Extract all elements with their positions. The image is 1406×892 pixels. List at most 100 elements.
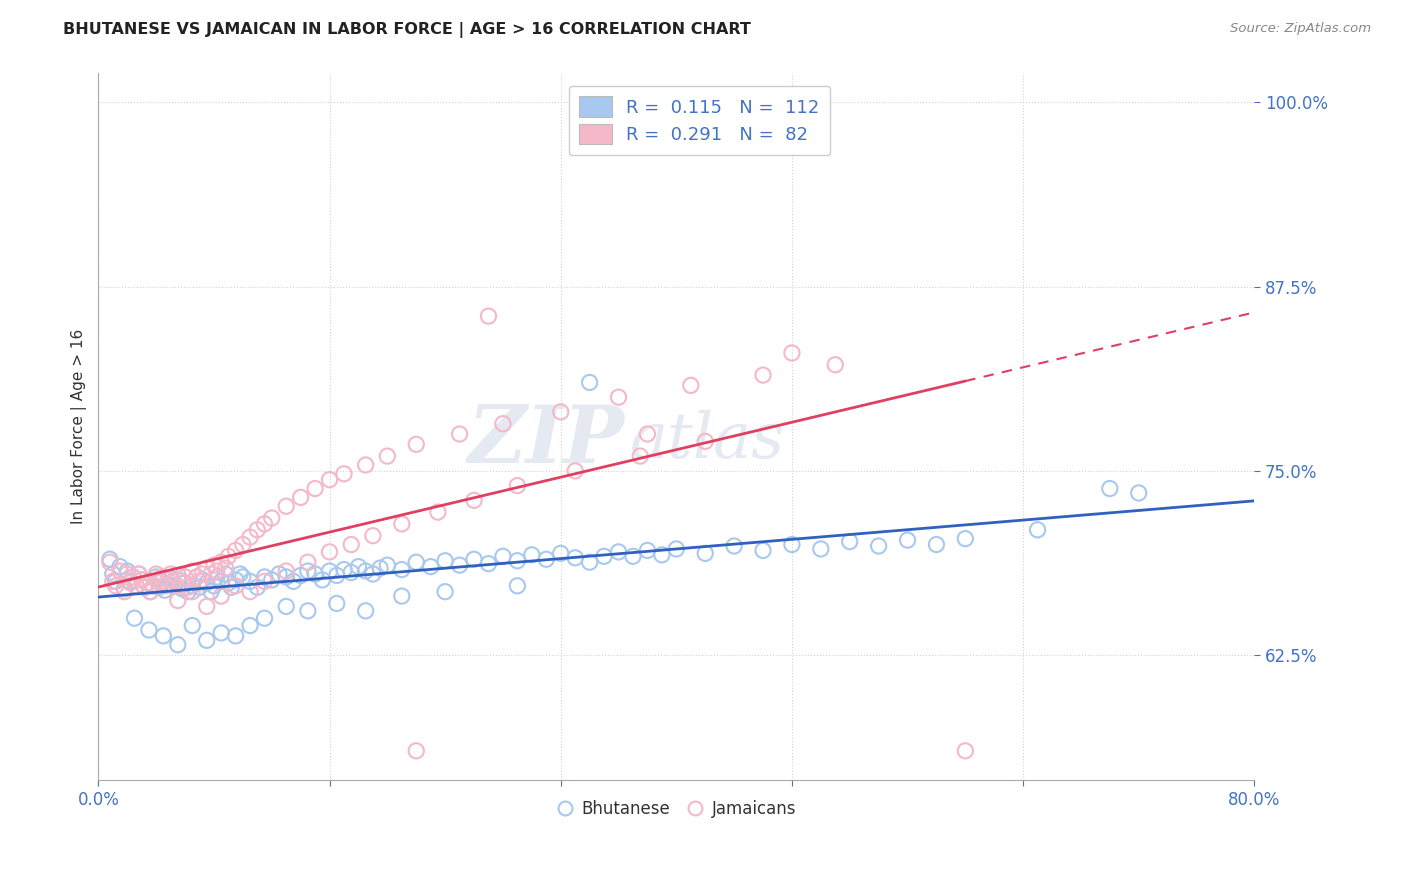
- Point: [202, 579, 225, 593]
- Point: [405, 437, 427, 451]
- Point: [139, 584, 162, 599]
- Point: [239, 584, 262, 599]
- Point: [174, 570, 197, 584]
- Point: [186, 570, 208, 584]
- Point: [426, 505, 449, 519]
- Point: [607, 390, 630, 404]
- Point: [253, 574, 276, 589]
- Point: [162, 574, 184, 589]
- Point: [810, 541, 832, 556]
- Point: [375, 449, 398, 463]
- Point: [156, 573, 179, 587]
- Point: [202, 558, 225, 573]
- Point: [405, 744, 427, 758]
- Point: [225, 629, 247, 643]
- Point: [607, 545, 630, 559]
- Point: [354, 604, 377, 618]
- Point: [752, 368, 775, 382]
- Point: [333, 563, 356, 577]
- Point: [463, 552, 485, 566]
- Point: [134, 580, 156, 594]
- Point: [276, 500, 298, 514]
- Point: [200, 584, 222, 599]
- Point: [290, 568, 312, 582]
- Point: [253, 516, 276, 531]
- Point: [276, 599, 298, 614]
- Point: [239, 574, 262, 589]
- Point: [536, 552, 558, 566]
- Text: Source: ZipAtlas.com: Source: ZipAtlas.com: [1230, 22, 1371, 36]
- Point: [125, 579, 148, 593]
- Point: [955, 744, 977, 758]
- Point: [297, 604, 319, 618]
- Point: [98, 552, 121, 566]
- Point: [209, 589, 232, 603]
- Point: [195, 575, 218, 590]
- Point: [136, 575, 159, 590]
- Point: [181, 564, 204, 578]
- Y-axis label: In Labor Force | Age > 16: In Labor Force | Age > 16: [72, 329, 87, 524]
- Point: [506, 554, 529, 568]
- Point: [434, 554, 457, 568]
- Point: [578, 555, 600, 569]
- Point: [297, 564, 319, 578]
- Point: [232, 537, 254, 551]
- Point: [138, 623, 160, 637]
- Point: [104, 579, 127, 593]
- Point: [354, 458, 377, 472]
- Point: [217, 549, 239, 564]
- Point: [492, 549, 515, 564]
- Point: [232, 570, 254, 584]
- Point: [780, 537, 803, 551]
- Point: [267, 566, 290, 581]
- Point: [112, 584, 135, 599]
- Point: [188, 574, 211, 589]
- Point: [195, 633, 218, 648]
- Point: [253, 611, 276, 625]
- Point: [152, 629, 174, 643]
- Point: [1098, 482, 1121, 496]
- Point: [128, 566, 150, 581]
- Point: [340, 566, 363, 580]
- Point: [219, 580, 242, 594]
- Point: [550, 546, 572, 560]
- Point: [209, 626, 232, 640]
- Point: [122, 570, 145, 584]
- Point: [239, 618, 262, 632]
- Point: [347, 559, 370, 574]
- Legend: Bhutanese, Jamaicans: Bhutanese, Jamaicans: [550, 794, 803, 825]
- Point: [506, 579, 529, 593]
- Point: [134, 580, 156, 594]
- Point: [195, 599, 218, 614]
- Point: [651, 548, 673, 562]
- Point: [391, 516, 413, 531]
- Point: [166, 573, 188, 587]
- Point: [636, 427, 658, 442]
- Point: [318, 564, 340, 578]
- Point: [318, 545, 340, 559]
- Point: [304, 566, 326, 581]
- Point: [304, 482, 326, 496]
- Point: [209, 574, 232, 589]
- Point: [225, 543, 247, 558]
- Point: [166, 638, 188, 652]
- Point: [214, 566, 236, 581]
- Point: [229, 566, 252, 581]
- Point: [492, 417, 515, 431]
- Point: [695, 434, 717, 449]
- Point: [162, 579, 184, 593]
- Point: [695, 546, 717, 560]
- Point: [679, 378, 702, 392]
- Point: [195, 561, 218, 575]
- Point: [297, 555, 319, 569]
- Point: [318, 473, 340, 487]
- Point: [477, 557, 499, 571]
- Point: [260, 573, 283, 587]
- Point: [434, 584, 457, 599]
- Point: [186, 570, 208, 584]
- Text: atlas: atlas: [630, 410, 785, 472]
- Point: [142, 579, 165, 593]
- Point: [361, 529, 384, 543]
- Point: [122, 570, 145, 584]
- Point: [145, 566, 167, 581]
